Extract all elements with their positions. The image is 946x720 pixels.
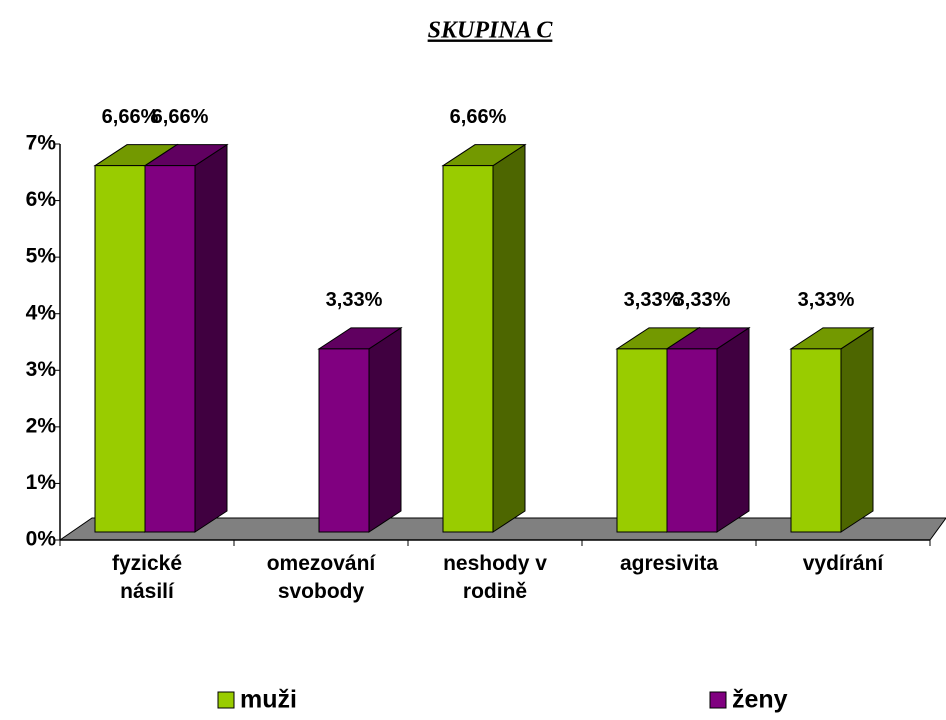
- y-tick-label: 0%: [26, 528, 57, 551]
- value-label: 3,33%: [624, 289, 681, 311]
- legend-swatch: [709, 691, 727, 709]
- bar-front: [790, 348, 842, 533]
- y-tick-label: 7%: [26, 132, 57, 155]
- bar: [143, 143, 229, 533]
- chart-title: SKUPINA C: [428, 18, 554, 44]
- y-tick-label: 5%: [26, 245, 57, 268]
- bar-side: [716, 326, 750, 533]
- bar-front: [318, 348, 370, 533]
- value-label: 3,33%: [798, 289, 855, 311]
- y-tick-label: 4%: [26, 301, 57, 324]
- bar-side: [194, 143, 228, 533]
- legend-label: muži: [240, 686, 297, 714]
- y-tick-label: 1%: [26, 471, 57, 494]
- bar: [789, 326, 875, 533]
- bar-front: [616, 348, 668, 533]
- bar: [317, 326, 403, 533]
- bar: [665, 326, 751, 533]
- legend-swatch: [217, 691, 235, 709]
- x-tick-label: vydírání: [802, 552, 884, 575]
- y-tick-label: 2%: [26, 414, 57, 437]
- x-tick-label: neshody v rodině: [443, 552, 547, 603]
- bar-side: [492, 143, 526, 533]
- legend-label: ženy: [732, 686, 788, 714]
- x-tick-label: fyzické násilí: [111, 552, 183, 603]
- bar-side: [840, 326, 874, 533]
- y-tick-label: 6%: [26, 188, 57, 211]
- bar: [441, 143, 527, 533]
- bar-side: [368, 326, 402, 533]
- bar-front: [144, 165, 196, 533]
- bar-front: [94, 165, 146, 533]
- x-tick-label: agresivita: [619, 552, 719, 575]
- bar-front: [666, 348, 718, 533]
- value-label: 6,66%: [450, 106, 507, 128]
- value-label: 3,33%: [326, 289, 383, 311]
- y-tick-label: 3%: [26, 358, 57, 381]
- value-label: 6,66%: [152, 106, 209, 128]
- value-label: 3,33%: [674, 289, 731, 311]
- bar-front: [442, 165, 494, 533]
- x-tick-label: omezování svobody: [266, 552, 376, 603]
- value-label: 6,66%: [102, 106, 159, 128]
